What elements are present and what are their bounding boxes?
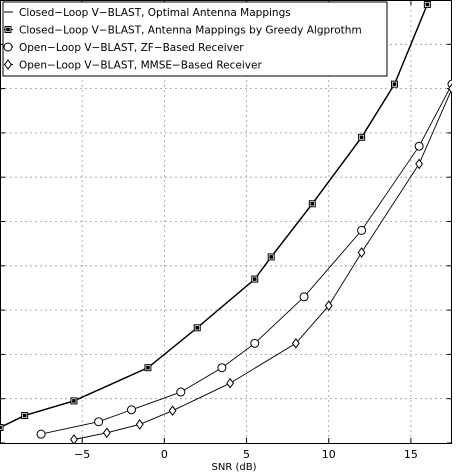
circle-marker xyxy=(217,363,227,373)
circle-marker xyxy=(250,338,260,348)
x-axis-label: SNR (dB) xyxy=(212,462,257,473)
legend: Closed−Loop V−BLAST, Optimal Antenna Map… xyxy=(2,1,388,77)
circle-marker xyxy=(94,417,104,427)
square-marker xyxy=(267,253,275,261)
legend-entry: Open−Loop V−BLAST, ZF−Based Receiver xyxy=(3,42,244,54)
diamond-marker xyxy=(135,419,144,430)
series-4 xyxy=(70,83,452,443)
square-marker xyxy=(144,364,152,372)
square-marker xyxy=(423,0,431,8)
square-marker xyxy=(251,275,259,283)
circle-marker xyxy=(299,292,309,302)
diamond-marker xyxy=(168,405,177,417)
circle-marker xyxy=(357,225,367,235)
legend-label: Closed−Loop V−BLAST, Optimal Antenna Map… xyxy=(19,7,291,19)
x-tick-label: 10 xyxy=(322,448,336,461)
diamond-marker xyxy=(226,377,235,389)
diamond-marker xyxy=(448,83,452,94)
legend-label: Open−Loop V−BLAST, MMSE−Based Receiver xyxy=(19,59,262,71)
series-line xyxy=(41,83,452,435)
legend-entry: Open−Loop V−BLAST, MMSE−Based Receiver xyxy=(4,59,262,71)
x-tick-label: 5 xyxy=(243,448,250,461)
legend-label: Open−Loop V−BLAST, ZF−Based Receiver xyxy=(19,42,244,54)
diamond-marker xyxy=(70,434,78,443)
circle-marker xyxy=(176,387,186,397)
square-marker xyxy=(308,200,316,208)
circle-marker xyxy=(36,429,46,439)
legend-entry: Closed−Loop V−BLAST, Antenna Mappings by… xyxy=(4,24,362,36)
square-marker xyxy=(0,423,4,431)
diamond-marker xyxy=(291,337,300,349)
circle-marker xyxy=(126,405,136,415)
diamond-marker xyxy=(324,300,333,312)
legend-label: Closed−Loop V−BLAST, Antenna Mappings by… xyxy=(19,24,362,36)
legend-entry: Closed−Loop V−BLAST, Optimal Antenna Map… xyxy=(4,7,291,19)
series-3 xyxy=(36,79,452,439)
series-line xyxy=(73,88,452,440)
axis-ticks: −5 0 5 10 15 xyxy=(0,0,452,461)
series-lines xyxy=(0,0,452,443)
diamond-marker xyxy=(102,427,111,439)
square-marker xyxy=(21,412,29,420)
circle-marker xyxy=(3,42,13,52)
square-marker xyxy=(4,26,12,33)
square-marker xyxy=(390,80,398,88)
circle-marker xyxy=(414,141,424,151)
x-tick-label: −5 xyxy=(74,448,90,461)
legend-box xyxy=(2,1,388,77)
series-2 xyxy=(0,0,431,431)
square-marker xyxy=(193,324,201,332)
square-marker xyxy=(70,397,78,405)
x-tick-label: 15 xyxy=(404,448,418,461)
x-tick-label: 0 xyxy=(161,448,168,461)
diamond-marker xyxy=(4,59,12,70)
diamond-marker xyxy=(415,158,424,170)
diamond-marker xyxy=(357,247,366,258)
square-marker xyxy=(358,133,366,141)
